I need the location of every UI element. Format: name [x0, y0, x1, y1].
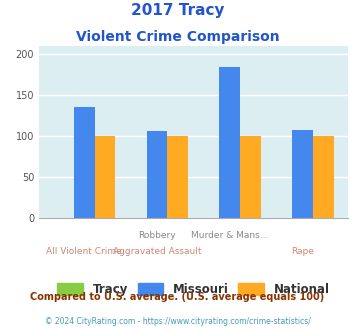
Bar	[168, 136, 188, 218]
Bar	[74, 108, 95, 218]
Text: Aggravated Assault: Aggravated Assault	[113, 248, 201, 256]
Text: Compared to U.S. average. (U.S. average equals 100): Compared to U.S. average. (U.S. average …	[31, 292, 324, 302]
Text: Robbery: Robbery	[138, 231, 176, 240]
Text: © 2024 CityRating.com - https://www.cityrating.com/crime-statistics/: © 2024 CityRating.com - https://www.city…	[45, 317, 310, 326]
Bar	[292, 130, 313, 218]
Bar	[147, 131, 168, 218]
Text: Rape: Rape	[291, 248, 314, 256]
Legend: Tracy, Missouri, National: Tracy, Missouri, National	[53, 279, 334, 301]
Text: All Violent Crime: All Violent Crime	[47, 248, 122, 256]
Bar	[240, 136, 261, 218]
Bar	[313, 136, 334, 218]
Text: 2017 Tracy: 2017 Tracy	[131, 3, 224, 18]
Bar	[219, 67, 240, 218]
Text: Violent Crime Comparison: Violent Crime Comparison	[76, 30, 279, 44]
Bar	[95, 136, 115, 218]
Text: Murder & Mans...: Murder & Mans...	[191, 231, 269, 240]
